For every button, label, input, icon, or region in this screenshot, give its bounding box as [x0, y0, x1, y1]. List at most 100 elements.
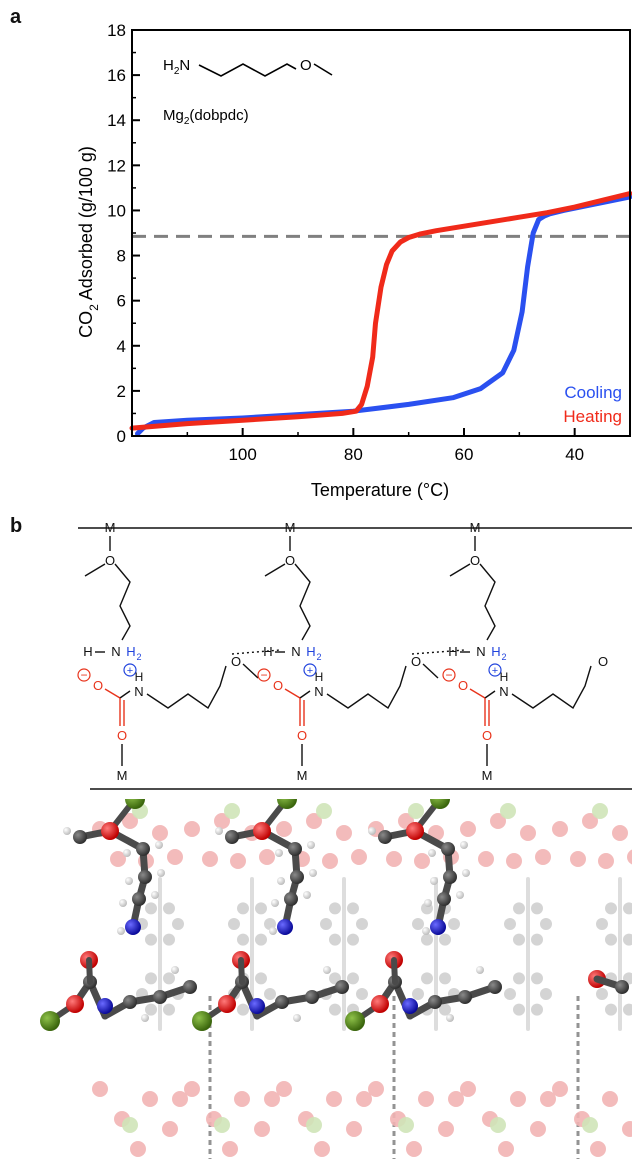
- faded-carbon-atom: [513, 972, 525, 985]
- faded-oxygen-atom: [386, 851, 402, 867]
- faded-oxygen-atom: [418, 1091, 434, 1107]
- hydrogen-atom: [269, 927, 277, 935]
- faded-metal-atom: [490, 1117, 506, 1133]
- faded-oxygen-atom: [622, 1121, 632, 1137]
- bond: [86, 957, 93, 985]
- series-line-heating: [129, 191, 632, 431]
- faded-metal-atom: [122, 1117, 138, 1133]
- faded-oxygen-atom: [510, 1091, 526, 1107]
- faded-oxygen-atom: [322, 853, 338, 869]
- faded-oxygen-atom: [346, 1121, 362, 1137]
- faded-oxygen-atom: [222, 1141, 238, 1157]
- metal-label: M: [285, 520, 296, 535]
- oxygen-atom: [218, 995, 236, 1013]
- faded-carbon-atom: [513, 902, 525, 915]
- carbon-atom: [284, 892, 298, 906]
- faded-oxygen-atom: [498, 1141, 514, 1157]
- faded-carbon-atom: [163, 933, 175, 946]
- hydrogen-atom: [215, 827, 223, 835]
- faded-oxygen-atom: [478, 851, 494, 867]
- positive-charge: [303, 663, 317, 677]
- faded-carbon-atom: [329, 933, 341, 946]
- faded-oxygen-atom: [460, 1081, 476, 1097]
- faded-oxygen-atom: [167, 849, 183, 865]
- hydrogen-label: H: [263, 644, 272, 659]
- carbamate-co-bond: [469, 688, 486, 699]
- nitrogen-atom: [277, 919, 293, 935]
- hydrogen-atom: [303, 891, 311, 899]
- hydrogen-atom: [157, 869, 165, 877]
- metal-atom: [192, 1011, 212, 1031]
- carbamate-cn-bond: [119, 690, 131, 699]
- faded-oxygen-atom: [152, 825, 168, 841]
- faded-carbon-atom: [347, 902, 359, 915]
- faded-carbon-atom: [439, 972, 451, 985]
- carbon-atom: [335, 980, 349, 994]
- methyl-bond: [449, 563, 471, 577]
- faded-carbon-atom: [531, 972, 543, 985]
- faded-carbon-atom: [255, 972, 267, 985]
- faded-carbon-atom: [513, 933, 525, 946]
- faded-oxygen-atom: [406, 1141, 422, 1157]
- faded-metal-atom: [214, 1117, 230, 1133]
- metal-label: M: [297, 768, 308, 783]
- faded-oxygen-atom: [540, 1091, 556, 1107]
- y-tick-label: 2: [117, 382, 126, 401]
- negative-charge-sign: −: [445, 668, 452, 682]
- faded-oxygen-atom: [184, 1081, 200, 1097]
- y-tick-label: 0: [117, 427, 126, 446]
- hydrogen-atom: [309, 869, 317, 877]
- alkyl-chain: [326, 665, 407, 710]
- faded-oxygen-atom: [122, 813, 138, 829]
- faded-carbon-atom: [540, 988, 552, 1000]
- faded-carbon-atom: [237, 933, 249, 946]
- faded-metal-atom: [316, 803, 332, 819]
- y-tick-label: 14: [107, 111, 126, 130]
- ammonium-h2: H: [491, 644, 500, 659]
- alkyl-chain: [146, 665, 227, 710]
- metal-atom: [345, 1011, 365, 1031]
- carbamate-cn-bond: [484, 690, 496, 699]
- faded-oxygen-atom: [582, 813, 598, 829]
- faded-metal-atom: [224, 803, 240, 819]
- hydrogen-atom: [117, 927, 125, 935]
- metal-label: M: [117, 768, 128, 783]
- faded-carbon-atom: [255, 933, 267, 946]
- oxygen-label: O: [470, 553, 480, 568]
- nitrogen-atom: [125, 919, 141, 935]
- faded-oxygen-atom: [351, 849, 367, 865]
- ether-oxygen: O: [598, 654, 608, 669]
- carbon-atom: [437, 892, 451, 906]
- hydrogen-atom: [155, 841, 163, 849]
- carbon-atom: [73, 830, 87, 844]
- hydrogen-atom: [293, 1014, 301, 1022]
- carbamate-oxygen: O: [93, 678, 103, 693]
- faded-carbon-atom: [145, 902, 157, 915]
- hydrogen-atom: [430, 877, 438, 885]
- oxygen-label: O: [105, 553, 115, 568]
- faded-metal-atom: [500, 803, 516, 819]
- faded-oxygen-atom: [356, 1091, 372, 1107]
- y-tick-label: 6: [117, 292, 126, 311]
- methyl-bond: [264, 563, 286, 577]
- crystal-structure-render: [40, 799, 632, 1159]
- hydrogen-atom: [368, 827, 376, 835]
- carbon-atom: [183, 980, 197, 994]
- faded-oxygen-atom: [612, 825, 628, 841]
- hydrogen-atom: [323, 966, 331, 974]
- panel-a-label: a: [10, 6, 22, 28]
- faded-carbon-atom: [605, 1003, 617, 1016]
- hydrogen-bond: [231, 649, 281, 655]
- hydrogen-atom: [171, 966, 179, 974]
- faded-carbon-atom: [145, 933, 157, 946]
- carbon-atom: [153, 990, 167, 1004]
- carbon-atom: [123, 995, 137, 1009]
- carbamate-oxygen: O: [273, 678, 283, 693]
- faded-carbon-atom: [531, 1003, 543, 1016]
- faded-oxygen-atom: [520, 825, 536, 841]
- hydrogen-atom: [123, 849, 131, 857]
- faded-carbon-atom: [145, 972, 157, 985]
- faded-carbon-atom: [356, 918, 368, 930]
- metal-atom: [40, 1011, 60, 1031]
- carbamate-bound-oxygen: O: [482, 728, 492, 743]
